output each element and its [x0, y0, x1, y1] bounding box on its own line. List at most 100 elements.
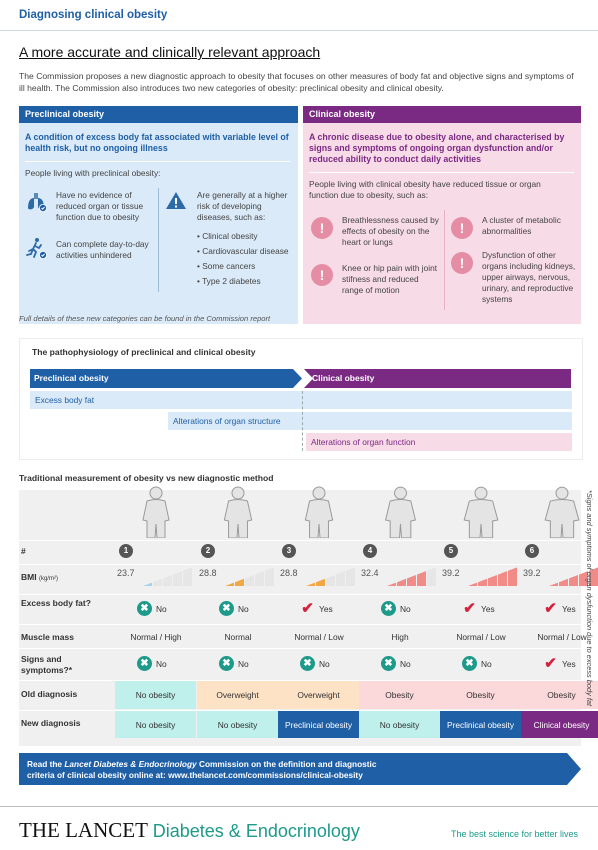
cross-icon: ✖: [219, 601, 234, 616]
bmi-scale-icon: [225, 567, 274, 586]
runner-icon: [26, 238, 47, 259]
row-divider: [19, 648, 581, 649]
clinical-panel: Clinical obesity A chronic disease due t…: [303, 106, 581, 324]
case-number: 4: [363, 544, 377, 558]
muscle-mass-value: High: [391, 632, 409, 642]
intro-text: The Commission proposes a new diagnostic…: [19, 71, 574, 93]
case-number: 3: [282, 544, 296, 558]
check-icon: ✔: [301, 600, 314, 617]
new-diagnosis-value: Preclinical obesity: [278, 711, 359, 738]
cross-icon: ✖: [462, 656, 477, 671]
excess-body-fat-value: Yes: [562, 604, 576, 614]
new-diagnosis-value: No obesity: [115, 711, 196, 738]
header-divider: [0, 30, 598, 31]
muscle-mass-value: Normal / High: [130, 632, 182, 642]
check-icon: ✔: [544, 655, 557, 672]
check-icon: ✔: [544, 600, 557, 617]
banner-arrow: [19, 753, 581, 785]
bmi-value: 32.4: [361, 568, 379, 578]
clinical-lead: A chronic disease due to obesity alone, …: [309, 132, 565, 164]
clinical-header: Clinical obesity: [303, 106, 581, 123]
preclinical-item-activities: Can complete day-to-day activities unhin…: [56, 239, 149, 260]
signs-symptoms-value: No: [156, 659, 167, 669]
bmi-value: 28.8: [199, 568, 217, 578]
preclinical-item-organ: Have no evidence of reduced organ or tis…: [56, 190, 144, 222]
check-icon: ✔: [463, 600, 476, 617]
cross-icon: ✖: [219, 656, 234, 671]
banner-text[interactable]: Read the Lancet Diabetes & Endocrinology…: [27, 759, 377, 780]
excess-body-fat-value: No: [400, 604, 411, 614]
preclinical-divider: [158, 188, 159, 292]
muscle-mass-value: Normal: [224, 632, 252, 642]
band-excess-body-fat: Excess body fat: [30, 391, 572, 409]
row-divider: [19, 540, 581, 541]
disease-list-item: • Type 2 diabetes: [197, 276, 261, 286]
disease-list-item: • Clinical obesity: [197, 231, 258, 241]
alert-icon: !: [311, 217, 333, 239]
comparison-title: Traditional measurement of obesity vs ne…: [19, 473, 274, 483]
phase-divider: [302, 391, 303, 451]
case-number: 2: [201, 544, 215, 558]
signs-symptoms-value: No: [400, 659, 411, 669]
preclinical-separator: [25, 161, 290, 162]
bmi-scale-icon: [387, 567, 436, 586]
row-label-number: #: [21, 546, 26, 556]
new-diagnosis-value: No obesity: [359, 711, 440, 738]
muscle-mass-value: Normal / Low: [537, 632, 587, 642]
band-organ-function: Alterations of organ function: [306, 433, 572, 451]
row-label-signs: Signs and symptoms?*: [21, 654, 73, 675]
excess-body-fat-value: No: [156, 604, 167, 614]
muscle-mass-value: Normal / Low: [456, 632, 506, 642]
row-label-new-diagnosis: New diagnosis: [21, 718, 81, 728]
footnote: Full details of these new categories can…: [19, 314, 271, 323]
muscle-mass-value: Normal / Low: [294, 632, 344, 642]
excess-body-fat-value: Yes: [481, 604, 495, 614]
phase-arrow: [30, 369, 571, 388]
bmi-value: 39.2: [523, 568, 541, 578]
cross-icon: ✖: [137, 656, 152, 671]
old-diagnosis-value: Overweight: [278, 681, 359, 709]
alert-icon: !: [311, 264, 333, 286]
disease-list-item: • Some cancers: [197, 261, 256, 271]
lungs-icon: [28, 193, 47, 212]
signs-symptoms-value: No: [238, 659, 249, 669]
bmi-scale-icon: [549, 567, 598, 586]
clinical-item-other-organs: Dysfunction of other organs including ki…: [482, 250, 576, 304]
pathophysiology-box: The pathophysiology of preclinical and c…: [19, 338, 583, 460]
body-figure-icon: [463, 486, 499, 538]
new-diagnosis-value: Clinical obesity: [521, 711, 598, 738]
page-title: Diagnosing clinical obesity: [19, 9, 168, 21]
old-diagnosis-value: Obesity: [521, 681, 598, 709]
warning-icon: [166, 192, 186, 209]
old-diagnosis-value: No obesity: [115, 681, 196, 709]
preclinical-risk: Are generally at a higher risk of develo…: [197, 190, 288, 222]
body-figure-icon: [304, 486, 334, 538]
alert-icon: !: [451, 252, 473, 274]
side-footnote-text: *Signs and symptoms of organ dysfunction…: [585, 490, 594, 707]
case-number: 6: [525, 544, 539, 558]
footer-divider: [0, 806, 598, 807]
side-footnote: *Signs and symptoms of organ dysfunction…: [583, 490, 597, 750]
signs-symptoms-value: No: [319, 659, 330, 669]
row-divider: [19, 680, 581, 681]
cross-icon: ✖: [300, 656, 315, 671]
band-organ-structure: Alterations of organ structure: [168, 412, 572, 430]
excess-body-fat-value: Yes: [319, 604, 333, 614]
signs-symptoms-value: Yes: [562, 659, 576, 669]
clinical-item-breathlessness: Breathlessness caused by effects of obes…: [342, 215, 439, 247]
case-number: 1: [119, 544, 133, 558]
body-figure-icon: [384, 486, 416, 538]
bmi-value: 39.2: [442, 568, 460, 578]
row-label-muscle: Muscle mass: [21, 632, 74, 642]
phase-preclinical-label: Preclinical obesity: [34, 373, 109, 383]
bmi-scale-icon: [468, 567, 517, 586]
bmi-value: 28.8: [280, 568, 298, 578]
old-diagnosis-value: Obesity: [440, 681, 521, 709]
clinical-people: People living with clinical obesity have…: [309, 179, 541, 200]
preclinical-lead: A condition of excess body fat associate…: [25, 132, 289, 153]
case-number: 5: [444, 544, 458, 558]
cross-icon: ✖: [381, 601, 396, 616]
preclinical-header: Preclinical obesity: [19, 106, 298, 123]
bmi-scale-icon: [143, 567, 192, 586]
section-subtitle: A more accurate and clinically relevant …: [19, 44, 321, 60]
